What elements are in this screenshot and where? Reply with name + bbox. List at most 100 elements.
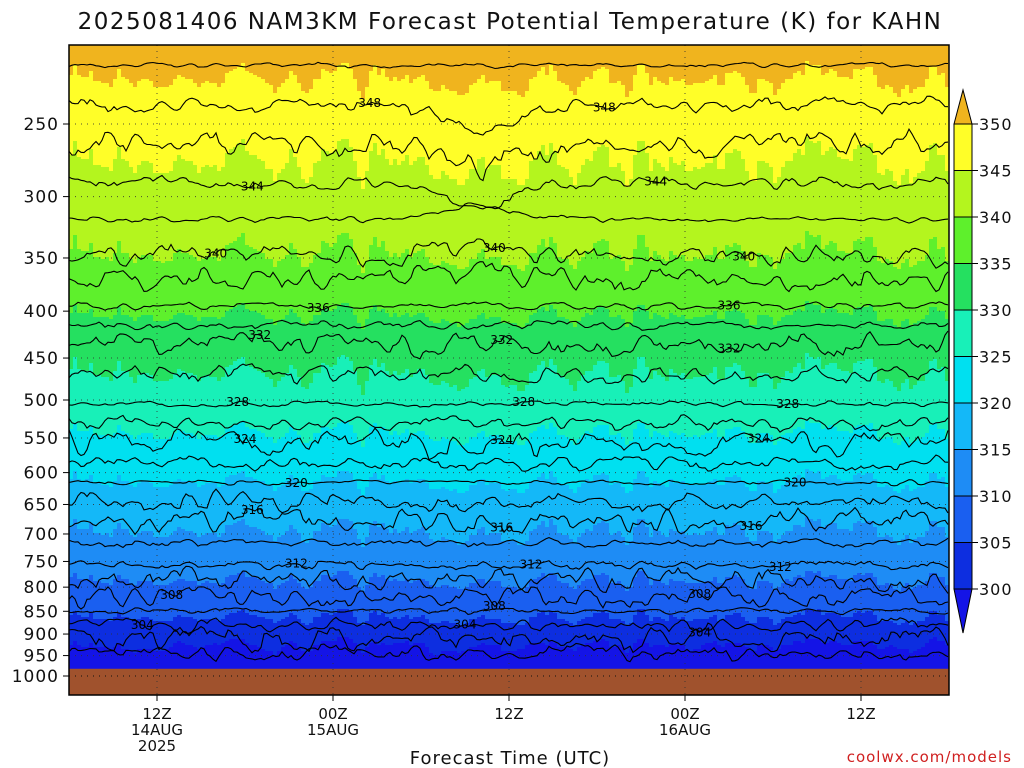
- y-tick-label: 900: [24, 625, 59, 645]
- x-tick-label: 16AUG: [659, 721, 711, 739]
- colorbar-label: 315: [979, 441, 1013, 460]
- colorbar-segment: [953, 263, 973, 311]
- colorbar-label: 325: [979, 348, 1013, 367]
- y-tick-label: 850: [24, 602, 59, 622]
- colorbar-segment: [953, 449, 973, 497]
- contour-label: 332: [490, 333, 513, 347]
- contour-label: 312: [285, 557, 308, 571]
- x-tick-label: 2025: [138, 737, 176, 755]
- contour-label: 320: [285, 476, 308, 490]
- theta-fill: [69, 45, 949, 695]
- x-axis-label: Forecast Time (UTC): [410, 748, 610, 768]
- contour-label: 332: [248, 328, 271, 342]
- y-tick-label: 750: [24, 552, 59, 572]
- isentrope-306: [69, 607, 949, 616]
- isentrope-330: [69, 363, 949, 385]
- contour-label: 336: [718, 299, 741, 313]
- isentrope-314: [69, 537, 949, 549]
- isentrope-350: [69, 61, 949, 70]
- credit-link[interactable]: coolwx.com/models: [847, 748, 1012, 766]
- contour-label: 348: [358, 96, 381, 110]
- contour-label: 328: [512, 395, 535, 409]
- plot-area: 304 304 304 308 308 308 312 312 312 316 316 316 320 3…: [69, 45, 949, 695]
- colorbar-label: 335: [979, 255, 1013, 274]
- y-tick-label: 1000: [12, 667, 59, 687]
- y-tick-label: 650: [24, 495, 59, 515]
- contour-label: 340: [732, 250, 755, 264]
- colorbar-label: 310: [979, 487, 1013, 506]
- contour-label: 312: [520, 558, 543, 572]
- contour-label: 324: [490, 433, 513, 447]
- y-tick-label: 400: [24, 302, 59, 322]
- y-tick-label: 500: [24, 391, 59, 411]
- colorbar: 300 305 310 315 320 325 330 335 340 345 350: [953, 88, 1013, 634]
- isentrope-300: [69, 642, 949, 663]
- isentrope-316: [69, 506, 949, 536]
- isentrope-322: [69, 454, 949, 472]
- x-tick-label: 12Z: [142, 705, 171, 723]
- colorbar-label: 330: [979, 301, 1013, 320]
- contour-label: 304: [688, 626, 711, 640]
- y-tick-label: 350: [24, 249, 59, 269]
- colorbar-segment: [953, 170, 973, 218]
- y-tick-label: 250: [24, 115, 59, 135]
- y-tick-label: 600: [24, 464, 59, 484]
- y-tick-label: 300: [24, 188, 59, 208]
- y-tick-label: 800: [24, 578, 59, 598]
- colorbar-label: 320: [979, 394, 1013, 413]
- x-tick-label: 12Z: [846, 705, 875, 723]
- colorbar-segment: [953, 123, 973, 171]
- colorbar-label: 340: [979, 208, 1013, 227]
- isentrope-332: [69, 330, 949, 360]
- colorbar-segment: [953, 216, 973, 264]
- contour-label: 320: [784, 475, 807, 489]
- contour-label: 324: [234, 432, 257, 446]
- contour-label: 304: [454, 618, 477, 632]
- contour-label: 328: [776, 397, 799, 411]
- contour-label: 316: [740, 519, 763, 533]
- y-axis: 250 300 350 400 450 500 550 600 650 700 750 800 850 9…: [12, 115, 69, 687]
- isentrope-344: [69, 174, 949, 210]
- isentrope-342: [69, 202, 949, 224]
- isentrope-308: [69, 586, 949, 610]
- contour-label: 344: [241, 179, 264, 193]
- isentrope-318: [69, 488, 949, 514]
- colorbar-segment: [953, 309, 973, 357]
- isentropes: 304 304 304 308 308 308 312 312 312 316 316 316 320 3…: [69, 61, 949, 663]
- isentrope-326: [69, 414, 949, 433]
- isentrope-334: [69, 319, 949, 331]
- colorbar-extend-low: [953, 588, 973, 634]
- y-tick-label: 950: [24, 647, 59, 667]
- colorbar-label: 345: [979, 162, 1013, 181]
- y-tick-label: 700: [24, 525, 59, 545]
- chart-title: 2025081406 NAM3KM Forecast Potential Tem…: [78, 9, 943, 35]
- isentrope-340: [69, 238, 949, 269]
- contour-label: 312: [769, 560, 792, 574]
- colorbar-label: 350: [979, 115, 1013, 134]
- isentrope-328: [69, 400, 949, 408]
- colorbar-segment: [953, 542, 973, 590]
- x-tick-label: 12Z: [494, 705, 523, 723]
- contour-label: 328: [226, 395, 249, 409]
- isentrope-320: [69, 479, 949, 487]
- contour-label: 336: [307, 301, 330, 315]
- y-tick-label: 450: [24, 349, 59, 369]
- isentrope-346: [69, 127, 949, 182]
- colorbar-label: 300: [979, 580, 1013, 599]
- colorbar-segment: [953, 402, 973, 450]
- colorbar-label: 305: [979, 534, 1013, 553]
- contour-label: 348: [593, 101, 616, 115]
- contour-label: 340: [483, 241, 506, 255]
- contour-label: 308: [483, 599, 506, 613]
- isentrope-304: [69, 616, 949, 634]
- contour-label: 316: [241, 503, 264, 517]
- contour-label: 316: [490, 520, 513, 534]
- isentrope-336: [69, 301, 949, 311]
- y-tick-label: 550: [24, 429, 59, 449]
- x-tick-label: 14AUG: [131, 721, 183, 739]
- isentrope-312: [69, 560, 949, 571]
- colorbar-segment: [953, 356, 973, 404]
- isentrope-310: [69, 565, 949, 594]
